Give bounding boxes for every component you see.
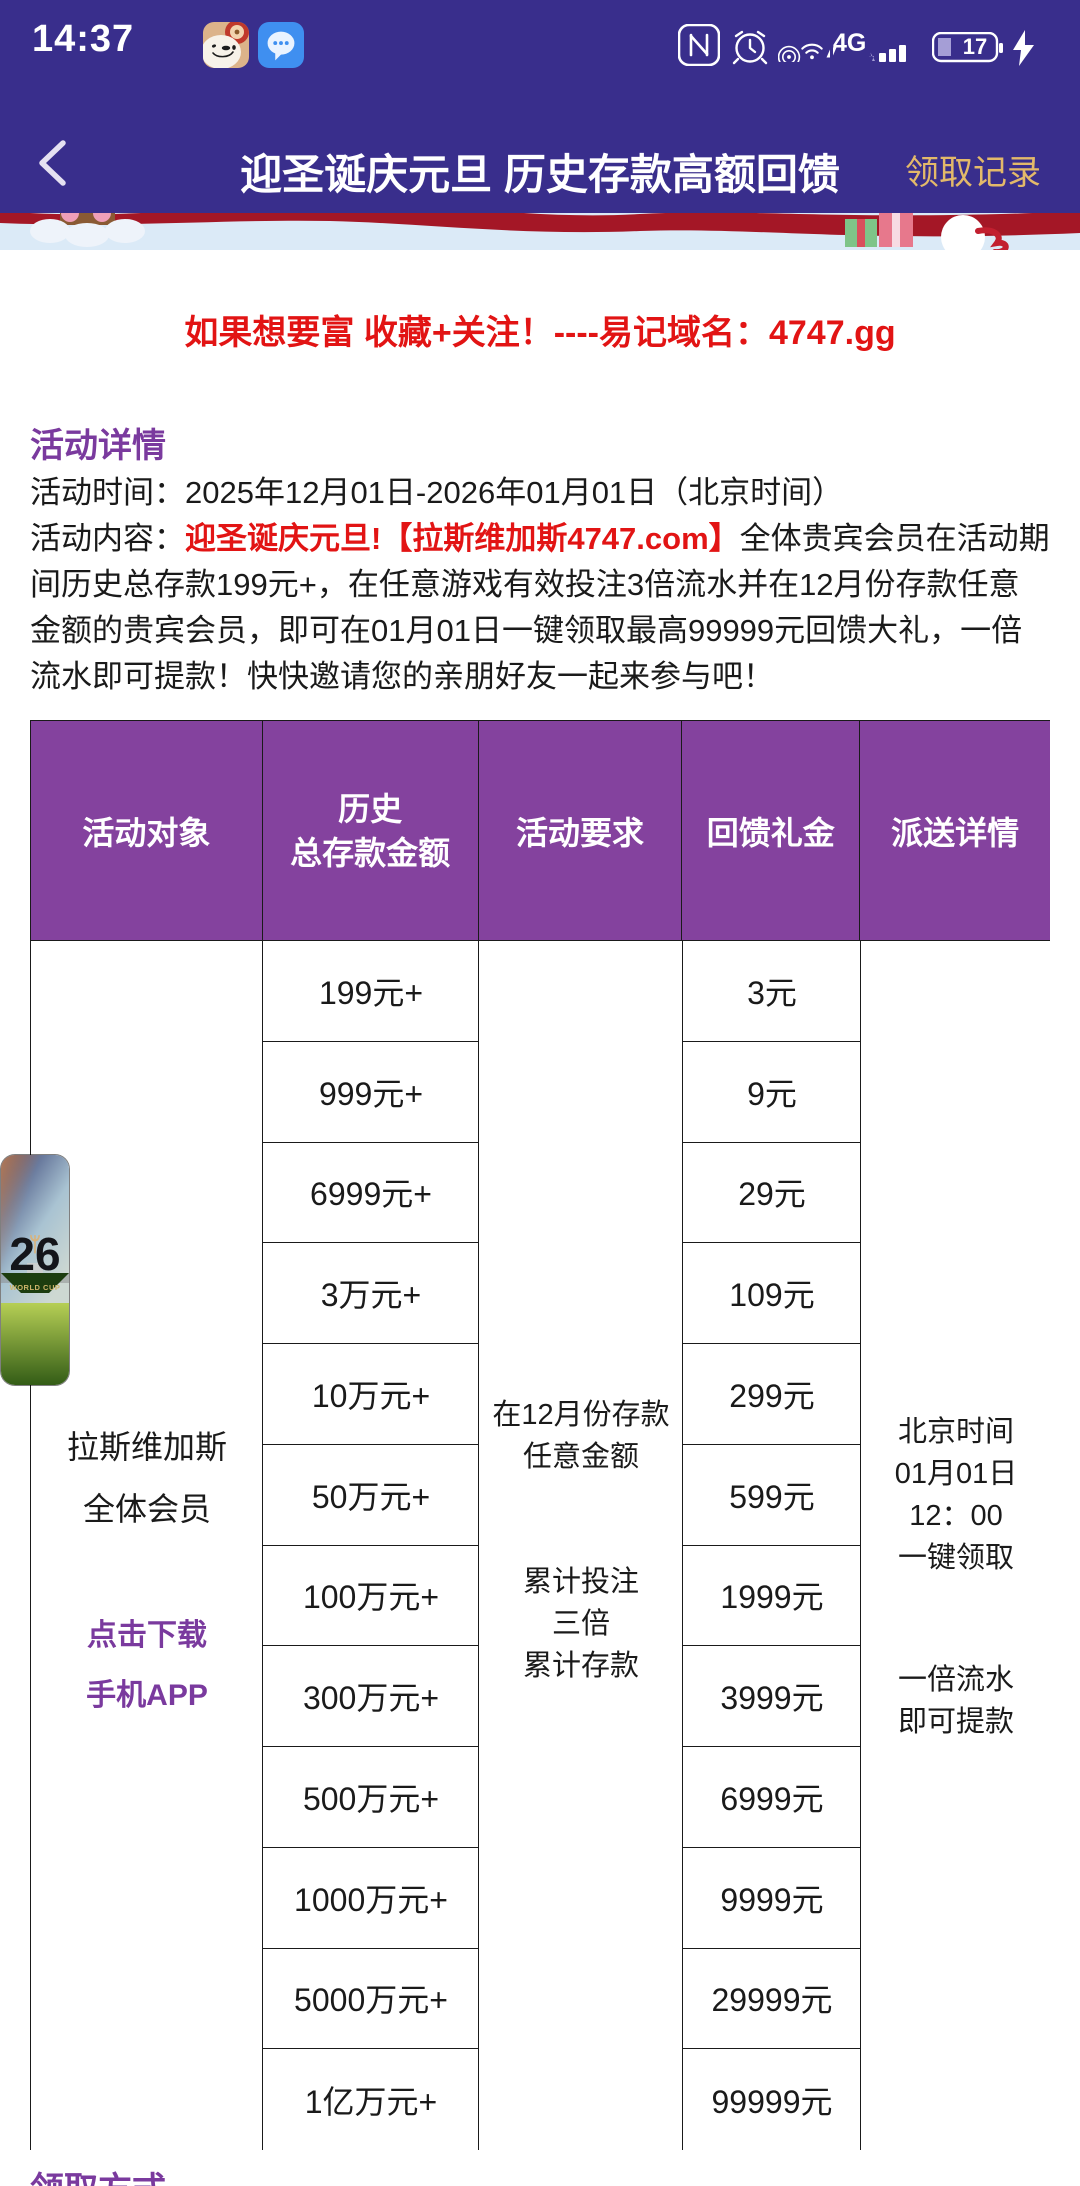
svg-text:ᛘ: ᛘ [29, 1234, 41, 1256]
svg-text:WORLD CUP: WORLD CUP [10, 1283, 61, 1292]
svg-text:17: 17 [963, 34, 987, 59]
